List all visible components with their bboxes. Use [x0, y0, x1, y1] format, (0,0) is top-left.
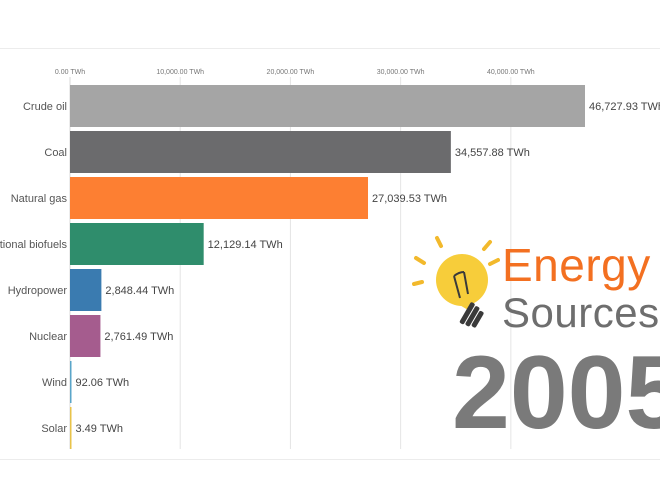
year-label: 2005 [452, 335, 660, 451]
category-label: Wind [42, 377, 67, 389]
value-label: 34,557.88 TWh [455, 147, 530, 159]
x-tick-label: 10,000.00 TWh [156, 69, 204, 76]
category-label: Crude oil [23, 101, 67, 113]
category-label: Nuclear [29, 331, 67, 343]
category-label: Solar [41, 423, 67, 435]
bar [70, 223, 204, 265]
value-label: 12,129.14 TWh [208, 239, 283, 251]
bar [70, 407, 72, 449]
bar [70, 269, 102, 311]
x-tick-label: 0.00 TWh [55, 69, 85, 76]
category-label: Hydropower [8, 285, 68, 297]
bar [70, 177, 369, 219]
value-label: 92.06 TWh [76, 377, 130, 389]
lightbulb-icon [412, 236, 500, 328]
category-label: Natural gas [11, 193, 68, 205]
value-label: 27,039.53 TWh [372, 193, 447, 205]
brand-title-energy: Energy [502, 239, 651, 291]
bar [70, 131, 451, 173]
bar-chart: 0.00 TWh 10,000.00 TWh 20,000.00 TWh 30,000… [0, 69, 660, 449]
value-label: 2,848.44 TWh [105, 285, 174, 297]
x-tick-label: 20,000.00 TWh [267, 69, 315, 76]
bar [70, 361, 72, 403]
chart-area: 0.00 TWh 10,000.00 TWh 20,000.00 TWh 30,000… [0, 48, 660, 460]
value-label: 2,761.49 TWh [104, 331, 173, 343]
category-label: Coal [44, 147, 67, 159]
x-tick-label: 30,000.00 TWh [377, 69, 425, 76]
bar [70, 85, 585, 127]
value-label: 46,727.93 TWh [589, 101, 660, 113]
brand-title-sources: Sources [502, 289, 660, 336]
category-label: Traditional biofuels [0, 239, 67, 251]
x-tick-label: 40,000.00 TWh [487, 69, 535, 76]
bar [70, 315, 101, 357]
value-label: 3.49 TWh [76, 423, 124, 435]
